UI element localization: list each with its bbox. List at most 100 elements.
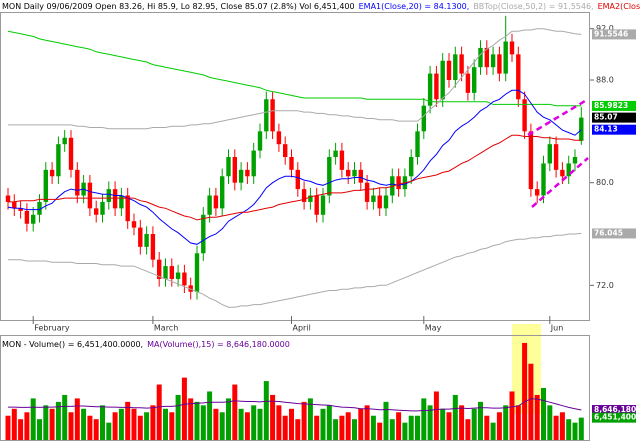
candle-body (301, 189, 307, 202)
overlay-line (7, 89, 582, 245)
candle-body (346, 169, 351, 177)
volume-bar (509, 391, 515, 440)
volume-bar (421, 398, 427, 440)
candle-body (194, 253, 200, 292)
volume-bar (345, 412, 351, 440)
trendline-upper (527, 99, 586, 137)
candle-body (49, 169, 55, 177)
x-tick-label: April (293, 324, 311, 333)
volume-bar (62, 394, 68, 440)
volume-bar (87, 415, 93, 440)
candle-body (175, 272, 181, 279)
candle-body (201, 214, 206, 254)
volume-bar (169, 412, 175, 440)
candle-body (339, 150, 345, 170)
volume-bar (528, 363, 534, 440)
candle-body (409, 157, 414, 177)
volume-bar (251, 405, 257, 440)
volume-bar (194, 401, 200, 440)
x-tick-label: May (425, 324, 442, 333)
candle-body (5, 195, 11, 202)
volume-bar (307, 398, 313, 440)
volume-bar (188, 398, 194, 440)
candle-body (220, 176, 225, 209)
candle-body (68, 137, 74, 170)
volume-bar (408, 415, 414, 440)
candle-body (24, 210, 30, 224)
candle-body (427, 73, 433, 106)
volume-bar (326, 405, 332, 440)
candle-body (472, 67, 477, 93)
candle-body (377, 195, 382, 209)
candle-body (314, 195, 319, 215)
volume-bar (244, 412, 250, 440)
volume-panel-frame (0, 335, 590, 441)
candle-body (528, 131, 534, 190)
candle-body (560, 169, 565, 177)
legend-entry: EMA2(Close,50) = 76.0450, (598, 2, 640, 11)
volume-bar (263, 381, 269, 440)
volume-bar (282, 415, 288, 440)
candle-body (541, 163, 546, 196)
legend-entry: EMA1(Close,20) = 84.1300, (359, 2, 470, 11)
candle-body (446, 60, 452, 81)
volume-bar (232, 384, 238, 440)
x-tick-label: Jun (550, 324, 564, 333)
overlay-line (7, 30, 582, 107)
value-label: 6,451,400 (594, 413, 636, 422)
volume-bar (572, 422, 578, 440)
candle-body (276, 131, 282, 145)
candle-body (478, 47, 483, 68)
volume-bar (566, 419, 572, 440)
value-box (592, 124, 636, 135)
volume-bar (270, 394, 276, 440)
legend-entry: MA(Volume(),15) = 8,646,180.0000 (147, 340, 290, 349)
volume-bar (55, 401, 61, 440)
candle-body (169, 266, 174, 279)
volume-bar (295, 419, 301, 440)
volume-bar (358, 408, 364, 440)
volume-bar (226, 398, 231, 440)
candle-body (327, 157, 332, 196)
candle-body (138, 227, 143, 247)
candle-body (18, 208, 23, 211)
chart-title: MON Daily 09/06/2009 Open 83.26, Hi 85.9… (2, 2, 355, 11)
volume-bar (37, 419, 42, 440)
volume-bar (289, 408, 294, 440)
volume-title: MON - Volume() = 6,451,400.0000, (2, 340, 143, 349)
volume-bar (433, 391, 439, 440)
candle-body (119, 195, 124, 209)
volume-bar (49, 408, 55, 440)
volume-bar (181, 377, 187, 440)
y-tick-label: 72.0 (596, 281, 614, 290)
candle-body (396, 176, 401, 190)
candle-body (465, 73, 471, 93)
candle-body (535, 189, 540, 196)
volume-bar (352, 419, 357, 440)
volume-bar (112, 412, 118, 440)
candle-body (94, 208, 99, 215)
volume-bar (578, 417, 584, 440)
candle-body (497, 54, 502, 74)
y-tick-label: 88.0 (596, 76, 614, 85)
value-label: 91.5546 (594, 29, 628, 38)
candle-body (358, 169, 363, 183)
volume-bar (396, 412, 402, 440)
volume-bar (68, 412, 74, 440)
volume-bar (74, 398, 80, 440)
volume-bar (541, 388, 546, 440)
candle-body (270, 99, 275, 132)
candle-body (459, 54, 464, 74)
candle-body (283, 144, 288, 158)
candle-body (131, 221, 137, 228)
volume-bar (383, 401, 389, 440)
candle-body (62, 137, 67, 145)
volume-bar (5, 415, 11, 440)
volume-header: MON - Volume() = 6,451,400.0000, MA(Volum… (2, 340, 290, 349)
candle-body (390, 176, 395, 196)
candle-body (150, 234, 156, 260)
price-panel-frame (0, 12, 590, 321)
candle-body (75, 169, 80, 196)
value-box (592, 405, 636, 416)
